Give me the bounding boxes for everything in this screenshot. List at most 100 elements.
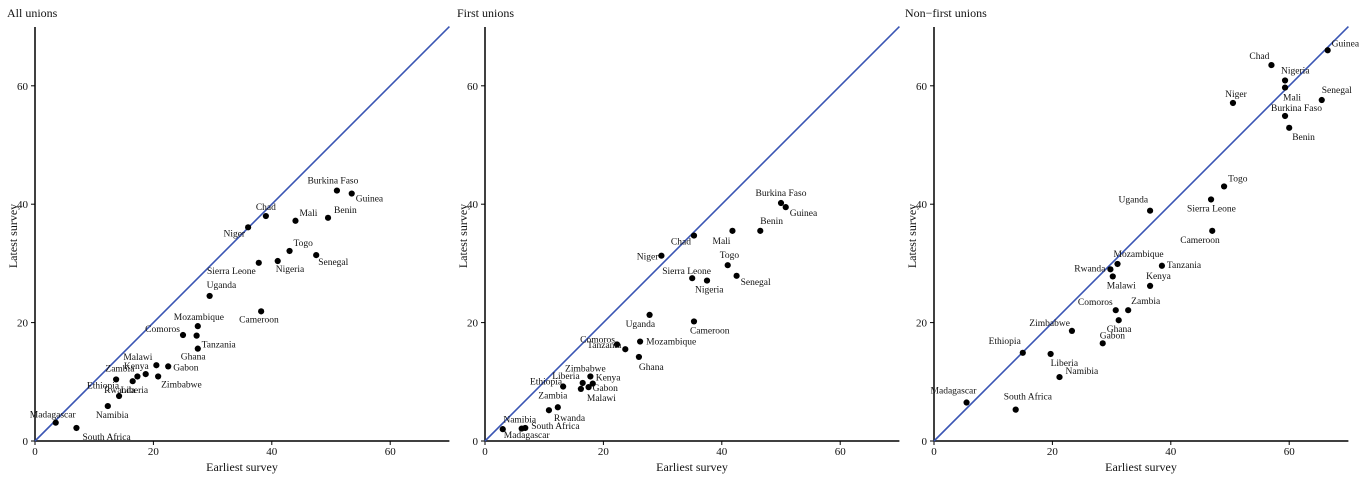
point-label: Madagascar [504,431,551,441]
point-label: Ethiopia [530,378,563,388]
data-point [622,346,629,353]
point-label: Liberia [1051,359,1079,369]
point-label: Chad [256,203,276,213]
point-label: Chad [671,238,691,248]
data-point [1324,47,1331,54]
data-point [115,392,123,400]
data-point [1146,207,1154,214]
data-point [1114,260,1121,268]
panel-non-first-unions: Non−first unions Earliest survey Latest … [905,6,1360,474]
y-tick-label: 60 [17,81,29,93]
x-axis-label: Earliest survey [1105,460,1177,474]
data-point [1281,84,1289,91]
y-tick-label: 40 [17,199,29,211]
data-point [577,385,585,393]
point-label: Togo [294,239,314,249]
data-point [255,259,262,266]
data-point [333,187,341,194]
data-point [1281,112,1289,120]
data-point [560,383,567,390]
y-tick-label: 20 [467,318,479,330]
point-label: Zimbabwe [1029,319,1070,329]
point-label: Uganda [207,281,237,291]
point-label: Burkina Faso [756,189,807,199]
point-label: Benin [1292,133,1315,143]
point-label: Benin [760,217,783,227]
point-label: South Africa [531,421,580,432]
data-point [587,373,594,380]
point-label: Madagascar [931,387,978,397]
point-label: Tanzania [202,341,237,351]
point-label: Burkina Faso [1271,104,1322,114]
x-tick-label: 60 [1284,446,1296,458]
point-label: Sierra Leone [1187,204,1236,214]
y-tick-label: 0 [473,436,479,448]
point-label: Ghana [639,363,665,373]
y-tick-label: 20 [17,318,29,330]
point-label: Malawi [1107,281,1136,291]
data-point [782,204,789,211]
y-tick-label: 0 [23,436,29,448]
data-point [1112,307,1119,314]
point-label: Senegal [741,278,771,288]
data-point [733,272,740,279]
panel-all-unions: All unions Earliest survey Latest survey… [6,6,450,474]
data-point [292,217,299,224]
point-label: Niger [1225,90,1247,100]
point-label: Ghana [1107,325,1133,335]
y-tick-label: 60 [467,81,479,93]
data-point [52,419,59,426]
data-point [522,424,529,432]
data-point [193,332,200,339]
data-point [689,275,696,282]
x-tick-label: 0 [482,446,488,458]
data-point [73,424,80,432]
point-label: South Africa [82,432,131,443]
point-label: Zambia [1131,297,1161,307]
data-point [348,190,355,197]
point-label: Benin [334,206,357,216]
x-tick-label: 0 [32,446,38,458]
data-point [1281,77,1289,84]
point-label: Mozambique [174,313,224,323]
data-point [286,247,293,255]
point-label: Zimbabwe [161,380,202,390]
point-label: Mozambique [1114,250,1164,260]
data-point [245,224,252,231]
data-point [258,308,265,315]
y-tick-label: 20 [916,318,928,330]
data-point [129,378,136,385]
point-label: Tanzania [1167,261,1202,271]
data-point [1158,262,1166,269]
data-point [777,199,785,207]
point-label: Tanzania [587,341,622,351]
point-label: Guinea [790,209,818,219]
data-point [499,426,506,433]
data-point [729,227,736,234]
x-tick-label: 0 [931,446,937,458]
point-label: Zambia [538,391,568,401]
data-point [1115,317,1122,324]
point-label: Ethiopia [87,381,120,391]
point-label: Gabon [1100,331,1126,341]
point-label: Cameroon [239,315,279,325]
y-axis-label: Latest survey [6,204,20,268]
data-point [646,311,653,319]
point-label: Rwanda [554,414,586,424]
point-label: Cameroon [690,326,730,336]
point-label: Malawi [123,353,152,363]
point-label: Malawi [587,394,616,404]
data-point [1318,96,1325,104]
data-point [724,262,731,269]
data-point [165,363,172,370]
point-label: Uganda [1119,196,1149,206]
point-label: Niger [223,229,245,239]
data-point [1109,273,1116,280]
data-point [1209,227,1216,234]
data-point [104,402,111,410]
point-label: Liberia [121,386,149,396]
data-point [1146,282,1154,289]
point-label: Mali [299,209,317,219]
data-point [1068,327,1076,334]
data-point [1125,307,1132,314]
